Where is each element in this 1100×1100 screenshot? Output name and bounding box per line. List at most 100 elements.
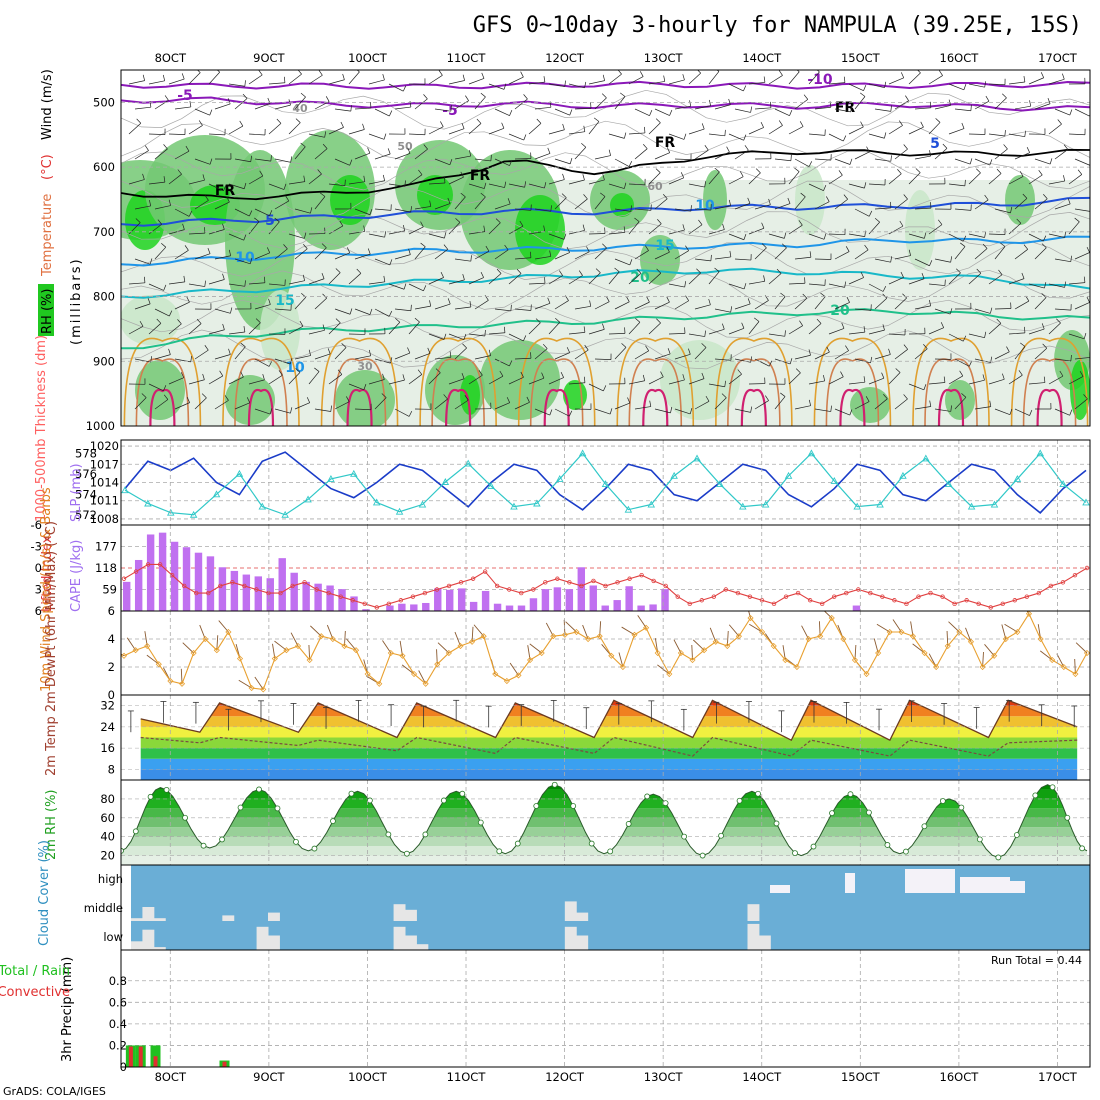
wind-barb <box>314 408 331 412</box>
wind-barb <box>528 377 545 385</box>
wind-barb <box>594 408 611 415</box>
surface-wind-barb <box>1056 653 1065 668</box>
wind-speed-marker <box>735 633 742 640</box>
wind-barb <box>808 283 825 286</box>
surface-wind-barb <box>637 615 647 629</box>
wind-barb-flag <box>403 85 407 92</box>
thickness-tick-label: 574 <box>75 487 97 501</box>
wind-barb <box>368 79 385 85</box>
lifted-index-marker <box>374 605 379 610</box>
surface-wind-barb <box>401 664 415 675</box>
wind-barb-flag <box>619 92 626 97</box>
wind-barb-flag <box>750 406 753 413</box>
wind-barb-flag <box>163 284 167 291</box>
wind-barb <box>868 283 884 292</box>
wind-barb <box>554 158 571 165</box>
wind-barb-flag <box>226 196 230 203</box>
wind-barb <box>1068 333 1085 340</box>
wind-barb-flag <box>634 217 640 222</box>
wind-barb-flag <box>763 275 766 282</box>
slp-tick-label: 1020 <box>90 439 119 453</box>
wind-barb-flag <box>939 70 943 76</box>
wind-barb <box>414 246 426 260</box>
wind-barb <box>974 308 991 314</box>
slp-tick-label: 1011 <box>90 494 119 508</box>
wind-speed-marker <box>677 649 684 657</box>
wind-barb <box>828 328 845 335</box>
wind-speed-marker <box>410 670 418 678</box>
wind-barb <box>1014 408 1030 416</box>
wind-barb-flag <box>696 268 701 274</box>
wind-barb-flag <box>435 368 441 373</box>
wind-barb <box>414 98 428 110</box>
lifted-index-marker <box>290 583 295 589</box>
lifted-index-marker <box>771 601 777 607</box>
wind-barb-flag <box>923 384 927 390</box>
cloud-high-bar <box>770 885 790 893</box>
rh-contour-line <box>121 240 1090 280</box>
lifted-index-marker <box>892 598 897 603</box>
wind-barb <box>134 150 149 160</box>
wind-barb-flag <box>403 224 406 231</box>
wind-barb <box>634 208 651 211</box>
wind-barb <box>474 299 489 310</box>
wind-barb-flag <box>1040 72 1045 78</box>
cloud-low-bar <box>393 926 406 950</box>
wind-barb-flag <box>322 293 327 299</box>
rh-marker <box>792 850 798 857</box>
cape-bar <box>158 532 167 611</box>
temp-tick-label: 24 <box>100 720 115 734</box>
chart-title: GFS 0~10day 3-hourly for NAMPULA (39.25E… <box>473 13 1082 38</box>
wind-barb-flag <box>750 356 753 363</box>
wind-barb <box>554 300 569 310</box>
wind-barb-flag <box>682 74 685 81</box>
wind-barb-flag <box>750 106 753 113</box>
wind-barb <box>288 122 301 135</box>
wind-barb-flag <box>462 74 465 81</box>
wind-barb <box>394 308 411 312</box>
wind-barb <box>408 174 423 185</box>
wind-barb-flag <box>283 76 286 83</box>
wind-barb <box>294 355 311 360</box>
wind-barb <box>348 181 365 185</box>
wind-barb <box>428 233 445 239</box>
wind-barb <box>548 233 565 240</box>
wind-barb <box>448 176 464 185</box>
wind-barb <box>354 107 371 110</box>
wind-barb <box>934 148 948 160</box>
wind-barb-flag <box>698 219 703 225</box>
lifted-index-marker <box>362 601 367 607</box>
wind-barb-flag <box>743 134 747 141</box>
wind-barb <box>314 353 331 360</box>
cape-bar <box>410 604 418 611</box>
wind-barb <box>214 103 231 110</box>
wind-barb-flag <box>438 70 443 76</box>
run-total: Run Total = 0.44 <box>991 954 1082 967</box>
wind-barb <box>554 352 570 360</box>
wind-barb <box>854 358 871 364</box>
cape-ylabel: CAPE (J/kg) <box>69 540 84 612</box>
wind-barb-flag <box>684 281 687 288</box>
thickness-marker <box>395 507 404 515</box>
wind-barb-flag <box>461 122 465 129</box>
wind-barb-flag <box>188 210 193 217</box>
thickness-marker <box>876 500 884 508</box>
x-tick-label-top: 8OCT <box>155 51 187 65</box>
wind-barb <box>954 397 967 410</box>
lifted-index-line <box>123 563 1088 608</box>
rh-marker <box>588 840 595 847</box>
wind-barb <box>808 323 822 335</box>
wind-barb <box>394 254 411 260</box>
wind-barb <box>948 128 965 135</box>
wind-barb-flag <box>249 210 253 217</box>
cape-bar <box>194 552 203 611</box>
wind-barb <box>448 80 465 85</box>
surface-wind-barb <box>1001 624 1007 640</box>
wind-barb <box>248 282 265 285</box>
wind-barb-flag <box>920 121 924 128</box>
wind-barb <box>648 172 661 185</box>
wind-barb <box>608 333 626 335</box>
wind-barb <box>348 383 365 391</box>
wind-barb <box>148 80 165 85</box>
wind-speed-marker <box>155 661 162 668</box>
